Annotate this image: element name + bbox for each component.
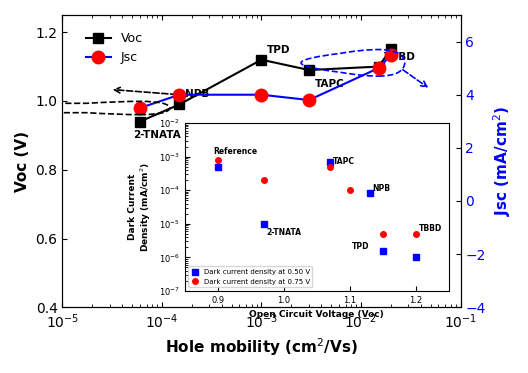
Text: NPB: NPB — [185, 90, 210, 100]
Text: 2-TNATA: 2-TNATA — [267, 228, 302, 237]
Voc — [137, 119, 143, 124]
Voc — [375, 64, 382, 69]
Jsc — [306, 98, 312, 102]
Line: Voc: Voc — [135, 44, 396, 126]
Voc — [388, 47, 394, 51]
Y-axis label: Jsc (mA/cm$^2$): Jsc (mA/cm$^2$) — [491, 106, 513, 216]
Text: TPD: TPD — [267, 45, 290, 55]
X-axis label: Hole mobility (cm$^2$/Vs): Hole mobility (cm$^2$/Vs) — [165, 336, 358, 358]
Voc — [176, 102, 183, 107]
Text: TPD: TPD — [352, 242, 370, 251]
Jsc — [258, 93, 265, 97]
Text: TAPC: TAPC — [315, 79, 344, 89]
Line: Jsc: Jsc — [134, 48, 397, 114]
Legend: Voc, Jsc: Voc, Jsc — [81, 27, 148, 69]
Jsc — [176, 93, 183, 97]
Y-axis label: Voc (V): Voc (V) — [15, 131, 30, 192]
Text: NPB: NPB — [372, 184, 390, 193]
Y-axis label: Dark Current
Density (mA/cm$^2$): Dark Current Density (mA/cm$^2$) — [128, 162, 153, 252]
Text: TBBD: TBBD — [419, 224, 442, 233]
Legend: Dark current density at 0.50 V, Dark current density at 0.75 V: Dark current density at 0.50 V, Dark cur… — [188, 266, 313, 288]
Text: TAPC: TAPC — [333, 157, 355, 166]
Jsc — [388, 53, 394, 57]
X-axis label: Open Circuit Voltage (Voc): Open Circuit Voltage (Voc) — [249, 310, 384, 319]
Jsc — [137, 106, 143, 110]
Voc — [258, 57, 265, 62]
Text: TBBD: TBBD — [384, 51, 416, 62]
Jsc — [375, 66, 382, 70]
Text: 2-TNATA: 2-TNATA — [133, 130, 181, 140]
Voc — [306, 68, 312, 72]
Text: Reference: Reference — [214, 147, 258, 156]
